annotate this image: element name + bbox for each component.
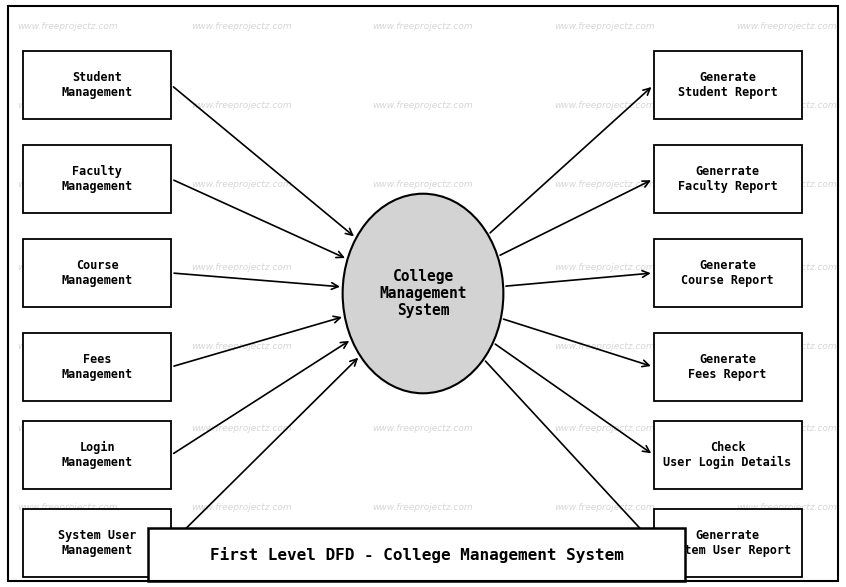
Text: www.freeprojectz.com: www.freeprojectz.com [555,101,655,110]
Text: www.freeprojectz.com: www.freeprojectz.com [191,503,291,512]
Text: www.freeprojectz.com: www.freeprojectz.com [555,262,655,272]
Text: www.freeprojectz.com: www.freeprojectz.com [373,424,473,433]
Text: Generrate
Faculty Report: Generrate Faculty Report [678,165,777,193]
FancyBboxPatch shape [653,509,802,576]
Text: Fees
Management: Fees Management [62,353,133,381]
Text: www.freeprojectz.com: www.freeprojectz.com [555,342,655,351]
Text: Generrate
System User Report: Generrate System User Report [663,529,792,557]
FancyBboxPatch shape [24,421,171,488]
Text: Course
Management: Course Management [62,259,133,287]
Text: www.freeprojectz.com: www.freeprojectz.com [737,180,837,190]
FancyBboxPatch shape [24,509,171,576]
Text: Faculty
Management: Faculty Management [62,165,133,193]
Text: www.freeprojectz.com: www.freeprojectz.com [373,101,473,110]
Text: College
Management
System: College Management System [379,269,467,318]
FancyBboxPatch shape [24,333,171,400]
Text: www.freeprojectz.com: www.freeprojectz.com [737,22,837,31]
FancyBboxPatch shape [653,239,802,306]
Text: www.freeprojectz.com: www.freeprojectz.com [18,22,118,31]
Text: Check
User Login Details: Check User Login Details [663,441,792,469]
FancyBboxPatch shape [24,146,171,213]
Text: www.freeprojectz.com: www.freeprojectz.com [373,262,473,272]
Text: www.freeprojectz.com: www.freeprojectz.com [191,101,291,110]
Text: www.freeprojectz.com: www.freeprojectz.com [373,22,473,31]
Text: www.freeprojectz.com: www.freeprojectz.com [18,342,118,351]
Text: System User
Management: System User Management [58,529,136,557]
Text: www.freeprojectz.com: www.freeprojectz.com [191,262,291,272]
Text: www.freeprojectz.com: www.freeprojectz.com [555,424,655,433]
Text: www.freeprojectz.com: www.freeprojectz.com [18,503,118,512]
Text: First Level DFD - College Management System: First Level DFD - College Management Sys… [210,546,624,563]
FancyBboxPatch shape [653,333,802,400]
Text: www.freeprojectz.com: www.freeprojectz.com [191,342,291,351]
FancyBboxPatch shape [24,52,171,119]
Text: www.freeprojectz.com: www.freeprojectz.com [555,180,655,190]
Text: www.freeprojectz.com: www.freeprojectz.com [373,342,473,351]
Text: www.freeprojectz.com: www.freeprojectz.com [737,424,837,433]
Ellipse shape [343,194,503,393]
Text: www.freeprojectz.com: www.freeprojectz.com [737,101,837,110]
Text: www.freeprojectz.com: www.freeprojectz.com [373,180,473,190]
Text: www.freeprojectz.com: www.freeprojectz.com [737,342,837,351]
FancyBboxPatch shape [653,52,802,119]
Text: Student
Management: Student Management [62,71,133,99]
Text: www.freeprojectz.com: www.freeprojectz.com [737,262,837,272]
Text: www.freeprojectz.com: www.freeprojectz.com [191,424,291,433]
Text: www.freeprojectz.com: www.freeprojectz.com [18,180,118,190]
Text: www.freeprojectz.com: www.freeprojectz.com [555,22,655,31]
FancyBboxPatch shape [653,146,802,213]
Text: www.freeprojectz.com: www.freeprojectz.com [191,22,291,31]
FancyBboxPatch shape [24,239,171,306]
Text: Generate
Course Report: Generate Course Report [681,259,774,287]
Text: www.freeprojectz.com: www.freeprojectz.com [737,503,837,512]
Text: www.freeprojectz.com: www.freeprojectz.com [191,180,291,190]
Text: www.freeprojectz.com: www.freeprojectz.com [18,424,118,433]
Text: Generate
Student Report: Generate Student Report [678,71,777,99]
Text: www.freeprojectz.com: www.freeprojectz.com [555,503,655,512]
Text: www.freeprojectz.com: www.freeprojectz.com [18,101,118,110]
Text: www.freeprojectz.com: www.freeprojectz.com [18,262,118,272]
Text: www.freeprojectz.com: www.freeprojectz.com [373,503,473,512]
FancyBboxPatch shape [653,421,802,488]
FancyBboxPatch shape [148,528,685,581]
Text: Generate
Fees Report: Generate Fees Report [689,353,766,381]
Text: Login
Management: Login Management [62,441,133,469]
